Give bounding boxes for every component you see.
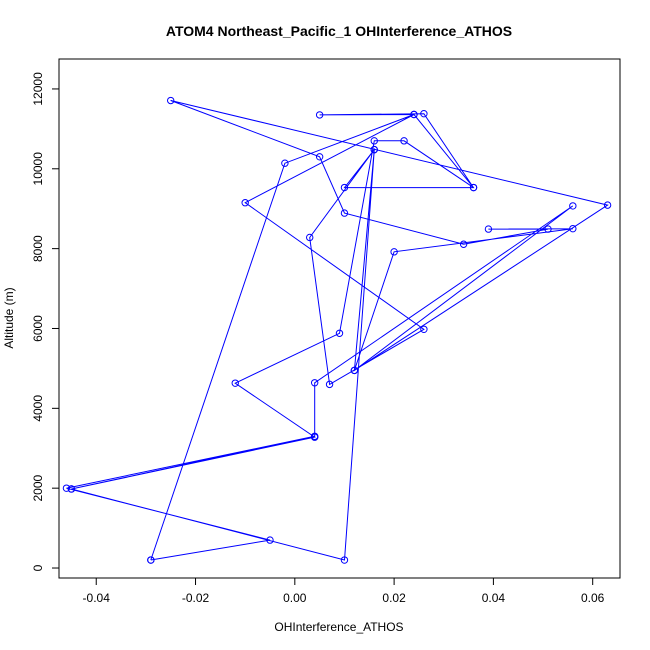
data-point [544,225,552,233]
x-tick-label: 0.06 [581,591,605,605]
data-point [315,153,324,161]
x-axis: -0.04 -0.02 0.00 0.02 0.04 0.06 [83,577,605,605]
data-point [370,137,378,145]
x-axis-title: OHInterference_ATHOS [274,620,403,634]
data-point [306,233,314,242]
y-axis: 0 2000 4000 6000 8000 10000 12000 [31,72,60,571]
y-tick-label: 0 [31,564,45,571]
data-point [420,109,428,118]
plot-frame [58,58,621,579]
data-point [67,485,76,493]
x-tick-label: -0.02 [182,591,210,605]
x-tick-label: -0.04 [83,591,111,605]
data-point [469,183,478,192]
y-tick-label: 12000 [31,72,45,106]
data-point [400,137,408,145]
y-tick-label: 6000 [31,315,45,342]
data-point [410,110,418,119]
data-point [340,209,349,217]
data-point [147,556,155,564]
data-point [370,145,378,154]
y-tick-label: 4000 [31,395,45,422]
y-tick-label: 8000 [31,235,45,262]
x-tick-label: 0.00 [283,591,307,605]
data-point [569,202,577,210]
data-point [62,484,71,492]
data-point [231,379,239,387]
data-point [484,225,493,233]
data-point [167,96,175,105]
data-point [266,536,274,544]
data-point [390,248,398,256]
data-point [569,224,577,233]
y-tick-label: 10000 [31,152,45,186]
y-tick-label: 2000 [31,475,45,502]
data-point [281,159,289,167]
data-point [420,325,428,333]
data-point [315,111,324,119]
chart-title: ATOM4 Northeast_Pacific_1 OHInterference… [166,23,512,39]
data-point [325,380,334,389]
data-point [340,183,349,192]
series-line [66,100,609,561]
x-tick-label: 0.02 [382,591,406,605]
data-point [310,433,319,441]
data-point [459,240,468,248]
data-point [335,329,344,337]
data-point [340,556,349,564]
data-point [310,379,319,387]
y-axis-title: Altitude (m) [2,287,16,348]
data-point [350,366,359,375]
data-point [603,201,612,209]
data-series [62,96,612,564]
data-point [241,199,249,207]
x-tick-label: 0.04 [482,591,506,605]
